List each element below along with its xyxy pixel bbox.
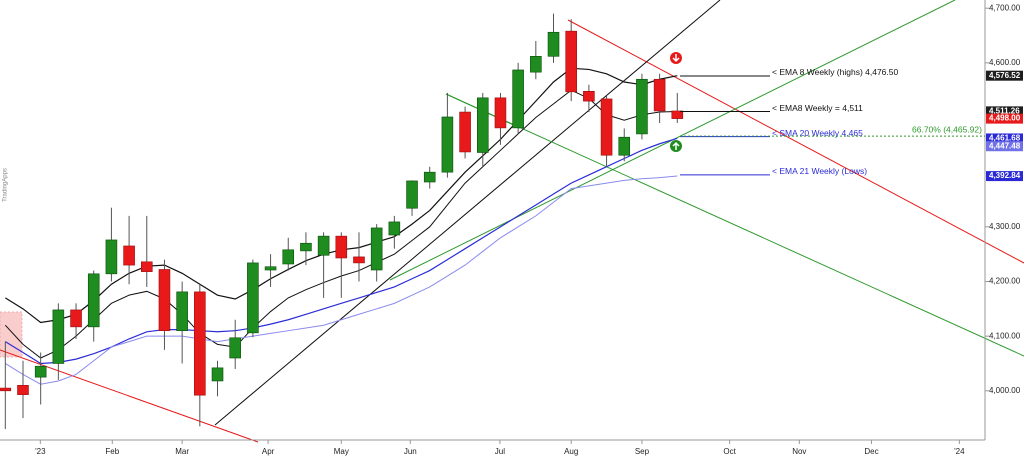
candle-body <box>158 269 171 331</box>
candle-body <box>264 266 277 271</box>
moving-average-line <box>4 137 678 365</box>
candle-body <box>123 245 135 266</box>
candle-body <box>370 227 383 271</box>
price-badge <box>986 106 1023 117</box>
candle-body <box>423 171 436 183</box>
candle-body <box>547 31 560 57</box>
x-tick-label: Feb <box>105 447 119 456</box>
price-badge <box>986 113 1023 124</box>
price-badge <box>986 133 1023 144</box>
candle-body <box>600 98 613 156</box>
candle-body <box>300 242 312 252</box>
x-tick-label: Jul <box>495 447 505 456</box>
annotation: < EMA8 Weekly = 4,511 <box>772 103 863 113</box>
annotation: < SMA 20 Weekly 4,465 <box>772 128 863 138</box>
candle-body <box>229 337 241 359</box>
candle-body <box>476 97 489 153</box>
candle-body <box>353 256 365 264</box>
candle-body <box>335 235 348 259</box>
candle-body <box>583 90 595 102</box>
candle-body <box>388 221 401 236</box>
y-tick-label: 4,000.00 <box>989 386 1021 395</box>
x-tick-label: '23 <box>35 447 46 456</box>
x-tick-label: Apr <box>262 447 275 456</box>
price-badge-label: 4,461.68 <box>989 134 1021 143</box>
candle-body <box>459 111 471 153</box>
candle-body <box>0 387 12 392</box>
candle-body <box>34 365 47 378</box>
candle-body <box>653 78 666 112</box>
x-tick-label: Nov <box>792 447 806 456</box>
candle-body <box>317 235 330 256</box>
candle-body <box>282 249 295 265</box>
trend-line <box>445 93 1024 357</box>
y-tick-label: 4,200.00 <box>989 277 1021 286</box>
candle-body <box>194 291 206 396</box>
candle-body <box>512 69 524 129</box>
candle-body <box>247 262 259 334</box>
y-tick-label: 4,100.00 <box>989 331 1021 340</box>
price-badge-label: 4,392.84 <box>989 171 1021 180</box>
trend-line <box>0 349 259 443</box>
candle-body <box>636 78 648 135</box>
price-badge <box>986 70 1023 81</box>
watermark: TradingApps <box>3 168 9 202</box>
fib-label: 66.70% (4,465.92) <box>912 124 982 134</box>
candle-body <box>406 180 418 209</box>
price-badge <box>986 171 1023 182</box>
x-tick-label: Oct <box>723 447 736 456</box>
y-tick-label: 4,600.00 <box>989 58 1021 67</box>
x-tick-label: Aug <box>564 447 578 456</box>
candle-body <box>671 110 684 119</box>
y-tick-label: 4,300.00 <box>989 222 1021 231</box>
x-tick-label: Sep <box>635 447 650 456</box>
candle-body <box>87 273 100 328</box>
up-arrow-glyph <box>672 141 680 150</box>
candle-body <box>70 309 82 328</box>
price-badge-label: 4,447.48 <box>989 141 1021 150</box>
moving-average-line <box>4 89 678 359</box>
down-arrow-glyph <box>672 54 680 63</box>
annotation: < EMA 21 Weekly (Lows) <box>772 166 867 176</box>
candle-body <box>52 309 65 364</box>
trend-line <box>567 19 1024 264</box>
x-tick-label: Mar <box>175 447 189 456</box>
candle-body <box>618 136 631 156</box>
candle-body <box>441 116 454 173</box>
annotation: < EMA 8 Weekly (highs) 4,476.50 <box>772 67 899 77</box>
x-tick-label: May <box>334 447 349 456</box>
candle-body <box>17 385 29 395</box>
candle-body <box>211 367 224 382</box>
moving-average-line <box>5 175 678 385</box>
price-badge-label: 4,498.00 <box>989 114 1021 123</box>
candle-body <box>494 97 507 129</box>
candle-body <box>140 261 153 272</box>
y-tick-label: 4,700.00 <box>989 3 1021 12</box>
price-badge <box>986 141 1023 152</box>
candle-body <box>105 239 118 275</box>
x-tick-label: Jun <box>404 447 417 456</box>
candle-body <box>565 30 577 93</box>
candle-body <box>530 55 542 73</box>
x-tick-label: '24 <box>954 447 965 456</box>
x-tick-label: Dec <box>864 447 878 456</box>
price-badge-label: 4,576.52 <box>989 71 1021 80</box>
candle-body <box>176 291 188 331</box>
trend-line <box>214 0 721 426</box>
price-badge-label: 4,511.26 <box>989 106 1020 115</box>
